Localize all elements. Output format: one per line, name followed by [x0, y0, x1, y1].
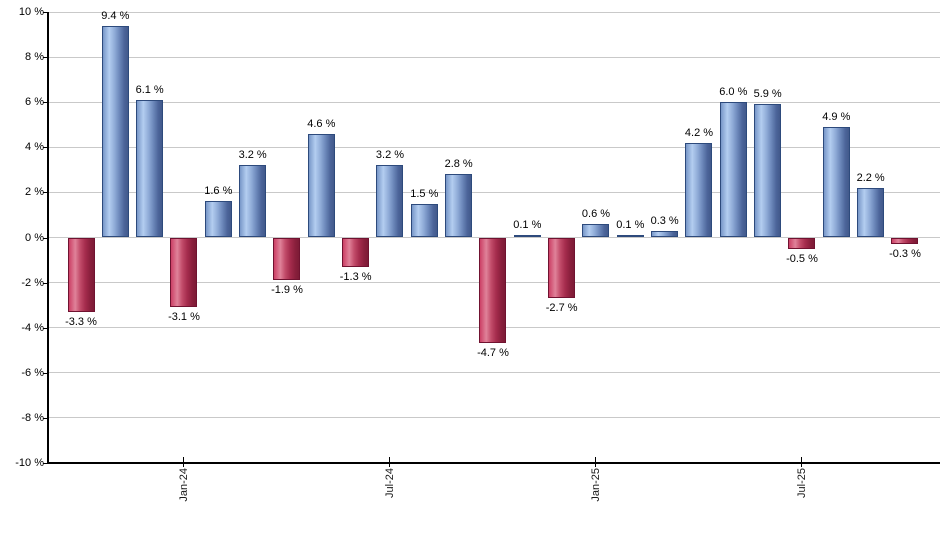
bar-positive	[239, 165, 267, 238]
y-axis-tick	[43, 237, 48, 239]
bar-positive	[719, 102, 747, 238]
bar-value-label: 5.9 %	[753, 88, 782, 101]
bar-negative	[342, 237, 370, 267]
gridline	[48, 11, 940, 13]
bar-value-label: -2.7 %	[545, 302, 578, 315]
y-axis-tick	[43, 463, 48, 464]
bar-negative	[891, 237, 919, 245]
bar-value-label: 9.4 %	[101, 9, 130, 22]
bar-value-label: -3.3 %	[65, 315, 97, 328]
x-tick-label: Jan-25	[589, 468, 602, 502]
bar-value-label: 2.2 %	[856, 171, 885, 184]
y-tick-label: -6 %	[21, 366, 44, 379]
bar-value-label: 4.6 %	[307, 117, 336, 130]
y-axis-tick	[43, 102, 48, 104]
y-tick-label: 6 %	[25, 96, 44, 109]
bar-value-label: 1.5 %	[410, 187, 439, 200]
y-tick-label: -10 %	[15, 457, 44, 469]
bar-positive	[410, 203, 438, 238]
bar-value-label: 0.1 %	[513, 219, 542, 232]
gridline	[48, 372, 940, 374]
bar-value-label: 3.2 %	[238, 149, 267, 162]
bar-positive	[445, 174, 473, 238]
x-axis-tick	[389, 457, 391, 467]
y-axis-tick	[43, 57, 48, 59]
gridline	[48, 417, 940, 419]
bar-value-label: -1.3 %	[339, 270, 372, 283]
bar-value-label: -1.9 %	[271, 284, 303, 297]
x-axis-tick	[595, 457, 597, 467]
gridline	[48, 191, 940, 193]
gridline	[48, 101, 940, 103]
bar-negative	[273, 237, 301, 281]
x-tick-label: Jan-24	[177, 468, 190, 502]
bar-positive	[204, 201, 232, 238]
bar-value-label: 4.9 %	[822, 111, 851, 123]
bar-negative	[548, 237, 576, 299]
bar-positive	[101, 25, 129, 238]
y-axis-line	[47, 12, 49, 464]
y-axis-tick	[43, 327, 48, 329]
x-tick-label: Jul-25	[795, 468, 808, 498]
bar-value-label: 4.2 %	[684, 126, 714, 139]
y-axis-tick	[43, 12, 48, 13]
bar-positive	[651, 230, 679, 238]
bar-positive	[376, 165, 404, 238]
bar-negative	[170, 237, 198, 308]
bar-value-label: 2.8 %	[444, 158, 473, 171]
bar-positive	[822, 127, 850, 238]
y-axis-tick	[43, 372, 48, 374]
bar-value-label: -0.3 %	[889, 248, 921, 261]
bar-negative	[788, 237, 816, 249]
y-axis-tick	[43, 282, 48, 284]
bar-positive	[307, 133, 335, 238]
y-axis-tick	[43, 417, 48, 419]
x-tick-label: Jul-24	[383, 468, 396, 498]
x-axis-tick	[801, 457, 803, 467]
y-tick-label: -8 %	[21, 411, 44, 424]
bar-value-label: 6.1 %	[135, 83, 164, 96]
y-tick-label: -2 %	[21, 276, 44, 289]
bar-value-label: 0.3 %	[650, 214, 679, 227]
x-axis-line	[48, 462, 940, 464]
bar-value-label: 6.0 %	[719, 86, 748, 99]
bar-positive	[582, 223, 610, 238]
bar-value-label: -0.5 %	[786, 252, 818, 265]
bar-positive	[136, 99, 164, 238]
y-axis-tick	[43, 192, 48, 194]
y-tick-label: 0 %	[25, 231, 44, 244]
gridline	[48, 146, 940, 148]
bar-positive	[685, 142, 713, 238]
bar-positive	[857, 187, 885, 238]
y-tick-label: -4 %	[21, 321, 44, 334]
bar-negative	[67, 237, 95, 312]
bar-value-label: 0.6 %	[581, 207, 611, 220]
y-tick-label: 8 %	[25, 51, 44, 64]
gridline	[48, 56, 940, 58]
y-axis-tick	[43, 147, 48, 149]
bar-value-label: 3.2 %	[375, 149, 405, 162]
bar-positive	[513, 235, 541, 238]
y-tick-label: 10 %	[18, 6, 44, 18]
bar-value-label: -3.1 %	[168, 311, 200, 324]
y-tick-label: 4 %	[25, 141, 44, 154]
bar-value-label: 0.1 %	[616, 219, 645, 232]
bar-positive	[754, 104, 782, 238]
y-tick-label: 2 %	[25, 186, 44, 199]
bar-value-label: 1.6 %	[204, 185, 233, 198]
bar-positive	[616, 235, 644, 238]
bar-value-label: -4.7 %	[477, 347, 509, 360]
bar-negative	[479, 237, 507, 344]
x-axis-tick	[183, 457, 185, 467]
